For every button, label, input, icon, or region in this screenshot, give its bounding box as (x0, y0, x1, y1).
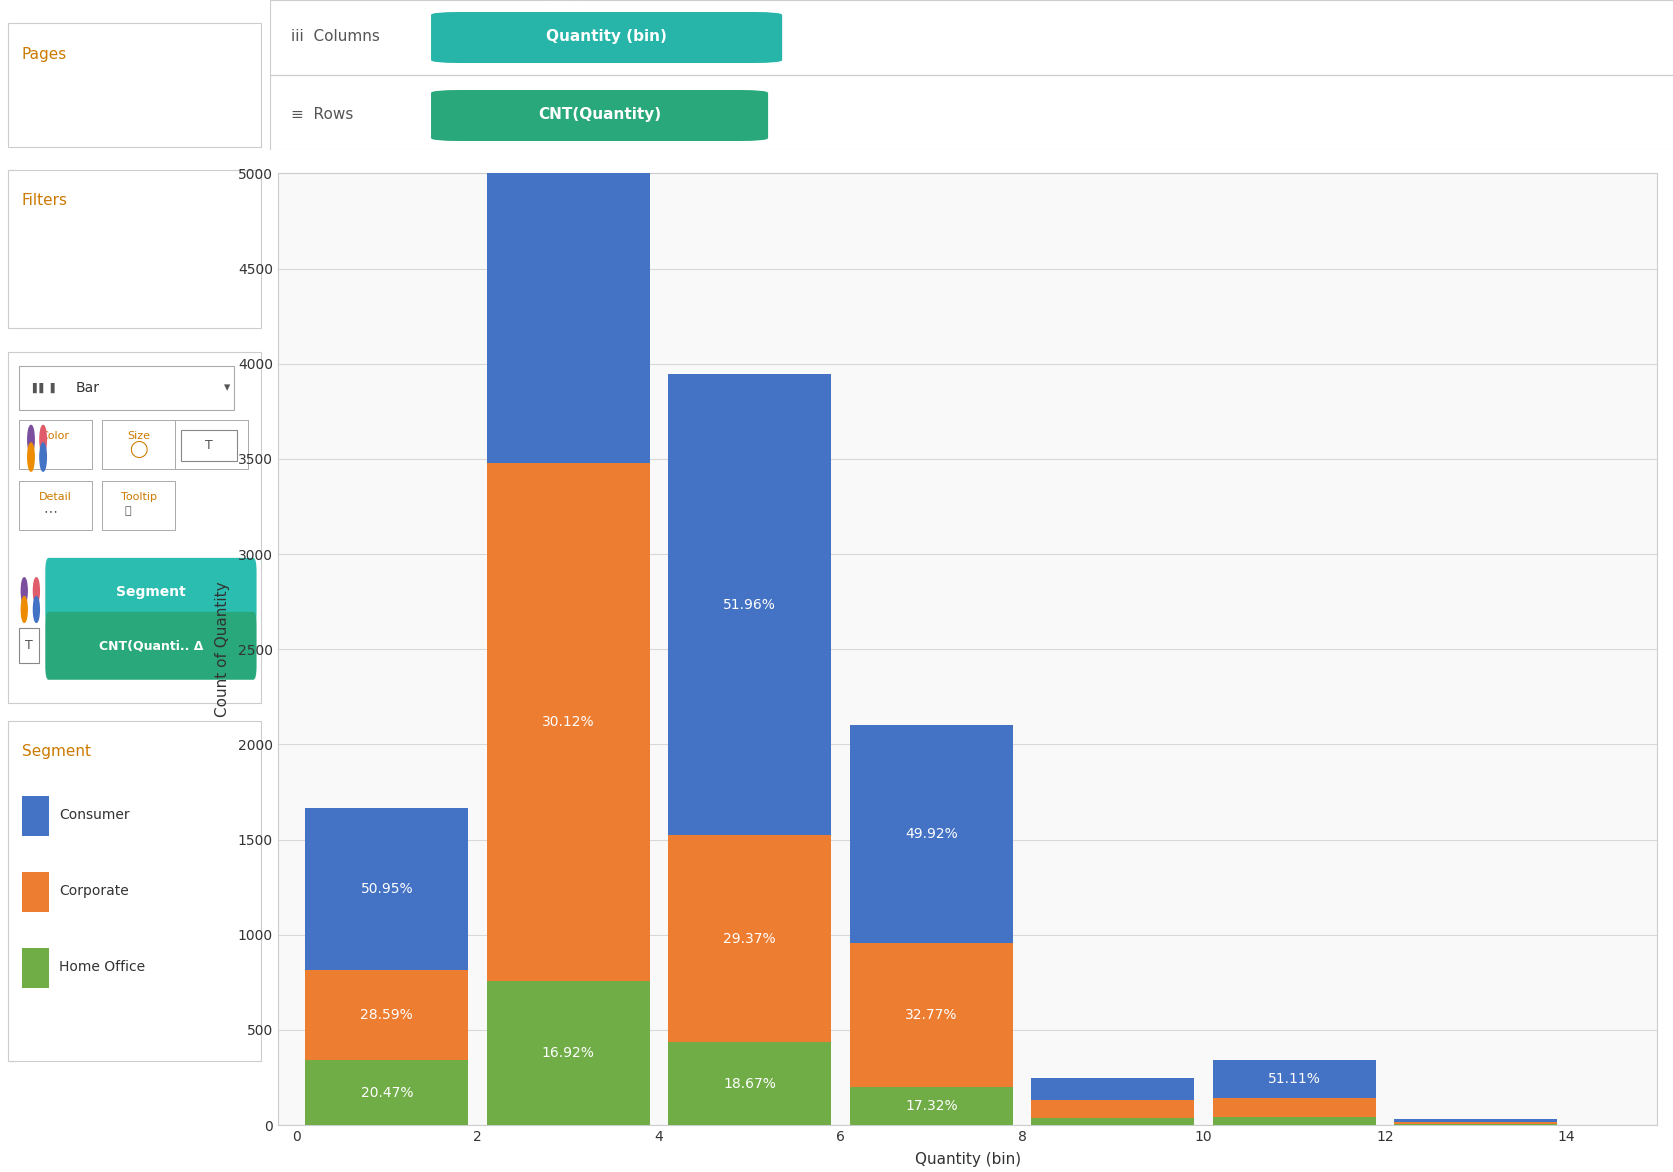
Bar (304, 1061, 468, 1125)
Text: ▌▌▐: ▌▌▐ (32, 383, 55, 393)
Bar (1031, 1101, 1195, 1118)
Bar (18, 420, 92, 469)
Text: Segment: Segment (22, 744, 90, 759)
Text: Color: Color (40, 431, 70, 441)
Text: Filters: Filters (22, 193, 67, 209)
X-axis label: Quantity (bin): Quantity (bin) (913, 1152, 1021, 1167)
Bar (487, 463, 649, 981)
Bar (1211, 1098, 1375, 1117)
Bar (8, 170, 261, 328)
Text: 20.47%: 20.47% (360, 1085, 413, 1099)
Text: 16.92%: 16.92% (542, 1047, 594, 1061)
Bar (850, 943, 1012, 1088)
Bar (22, 948, 49, 988)
Text: 29.37%: 29.37% (723, 932, 776, 946)
Text: Segment: Segment (115, 585, 186, 599)
Circle shape (22, 578, 27, 604)
Text: Pages: Pages (22, 47, 67, 62)
Text: T: T (204, 438, 212, 452)
Circle shape (28, 443, 33, 471)
Text: 30.12%: 30.12% (542, 715, 594, 729)
Bar (8, 23, 261, 146)
Text: Consumer: Consumer (59, 808, 130, 822)
Bar (22, 872, 49, 912)
Bar (181, 430, 238, 461)
Bar (1394, 1119, 1556, 1123)
Bar (304, 808, 468, 969)
Text: ◯: ◯ (129, 440, 147, 458)
Text: 51.11%: 51.11% (1266, 1072, 1320, 1086)
Bar (8, 352, 261, 703)
Text: ⋯: ⋯ (43, 504, 57, 518)
Bar (18, 481, 92, 530)
Circle shape (40, 425, 47, 454)
Bar (1031, 1118, 1195, 1125)
Bar (176, 420, 248, 469)
Bar (668, 834, 831, 1042)
Text: Detail: Detail (38, 492, 72, 502)
Bar (22, 796, 49, 836)
Text: ▾: ▾ (224, 381, 229, 395)
Circle shape (22, 597, 27, 622)
Bar (668, 1042, 831, 1125)
Text: 49.92%: 49.92% (905, 827, 957, 841)
Text: 17.32%: 17.32% (905, 1099, 957, 1113)
FancyBboxPatch shape (430, 90, 768, 141)
Text: 51.96%: 51.96% (723, 598, 776, 612)
Text: Corporate: Corporate (59, 884, 129, 898)
Text: T: T (25, 639, 33, 653)
Text: Quantity (bin): Quantity (bin) (545, 28, 666, 43)
Bar (850, 725, 1012, 943)
Text: 32.77%: 32.77% (905, 1008, 957, 1022)
Bar (1211, 1061, 1375, 1098)
Circle shape (28, 425, 33, 454)
Bar (487, 0, 649, 463)
FancyBboxPatch shape (430, 12, 781, 63)
Bar (668, 374, 831, 834)
Text: CNT(Quanti.. Δ: CNT(Quanti.. Δ (99, 639, 202, 653)
Text: CNT(Quantity): CNT(Quantity) (537, 107, 661, 122)
Text: 28.59%: 28.59% (360, 1008, 413, 1022)
Bar (1394, 1123, 1556, 1124)
Text: Size: Size (127, 431, 151, 441)
Bar (1031, 1077, 1195, 1101)
Bar (18, 628, 38, 663)
Circle shape (40, 443, 47, 471)
FancyBboxPatch shape (45, 612, 256, 680)
Text: ≡  Rows: ≡ Rows (291, 107, 353, 122)
Text: 18.67%: 18.67% (723, 1077, 776, 1091)
Bar (1211, 1117, 1375, 1125)
Text: Bar: Bar (75, 381, 99, 395)
Bar (850, 1088, 1012, 1125)
Bar (487, 981, 649, 1125)
Text: Marks: Marks (22, 375, 67, 390)
FancyBboxPatch shape (45, 558, 256, 626)
Text: iii  Columns: iii Columns (291, 28, 380, 43)
Circle shape (33, 597, 40, 622)
Text: 52.96%: 52.96% (542, 0, 594, 14)
Text: 💬: 💬 (124, 506, 130, 516)
Bar (18, 366, 234, 410)
Text: Label: Label (196, 431, 226, 441)
Bar (304, 969, 468, 1061)
Text: Home Office: Home Office (59, 960, 146, 974)
Bar (102, 481, 176, 530)
Text: Tooltip: Tooltip (120, 492, 157, 502)
Text: 50.95%: 50.95% (360, 881, 413, 895)
Y-axis label: Count of Quantity: Count of Quantity (214, 581, 229, 717)
Circle shape (33, 578, 40, 604)
Bar (8, 721, 261, 1061)
Bar (102, 420, 176, 469)
